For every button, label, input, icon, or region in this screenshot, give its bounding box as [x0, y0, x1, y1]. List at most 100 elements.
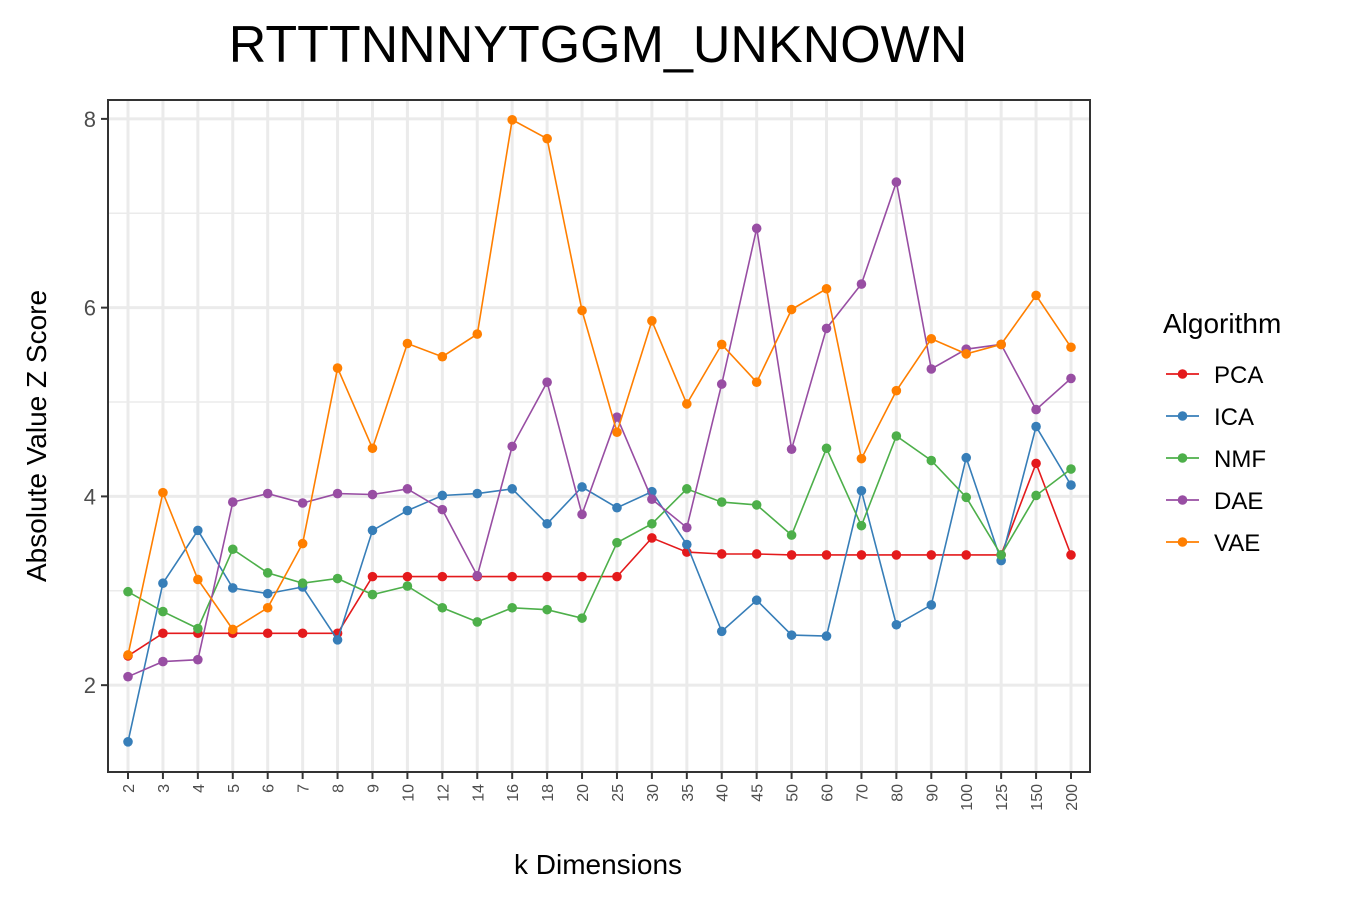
data-point-dae	[1066, 373, 1076, 384]
data-point-nmf	[751, 500, 762, 510]
data-point-nmf	[961, 492, 972, 503]
data-point-dae	[891, 177, 902, 187]
data-point-ica	[926, 600, 937, 610]
data-point-nmf	[1066, 464, 1076, 474]
data-point-pca	[402, 571, 413, 582]
data-point-vae	[123, 650, 133, 660]
data-point-ica	[751, 595, 762, 606]
data-point-dae	[786, 444, 797, 455]
data-point-vae	[996, 339, 1006, 350]
data-point-nmf	[297, 578, 308, 589]
data-point-ica	[158, 578, 168, 589]
data-point-dae	[612, 412, 622, 422]
data-point-dae	[716, 379, 727, 389]
legend-label: PCA	[1214, 362, 1263, 389]
data-point-vae	[716, 339, 727, 350]
data-point-vae	[577, 305, 587, 316]
data-point-pca	[786, 550, 797, 560]
data-point-nmf	[402, 581, 413, 591]
data-point-ica	[821, 631, 832, 641]
y-tick-label: 2	[84, 673, 96, 698]
series-pca	[123, 458, 1076, 661]
data-point-vae	[682, 399, 692, 409]
data-point-pca	[262, 628, 273, 639]
data-point-ica	[716, 626, 727, 637]
x-tick-label: 14	[470, 784, 487, 802]
data-point-dae	[472, 570, 483, 581]
data-point-dae	[821, 323, 832, 334]
data-point-nmf	[786, 530, 797, 540]
data-point-vae	[297, 538, 308, 549]
x-tick-label: 8	[331, 784, 348, 793]
data-point-nmf	[926, 455, 937, 466]
data-point-nmf	[856, 520, 867, 531]
series-line-pca	[127, 461, 1072, 657]
data-point-dae	[158, 656, 168, 667]
data-point-pca	[926, 550, 937, 560]
data-point-pca	[367, 571, 378, 582]
data-point-pca	[856, 550, 867, 560]
data-point-vae	[402, 338, 413, 349]
data-point-vae	[786, 304, 797, 315]
data-point-nmf	[262, 568, 273, 578]
data-point-nmf	[367, 589, 378, 600]
data-point-dae	[926, 364, 937, 374]
data-point-ica	[262, 588, 273, 599]
x-tick-label: 150	[1029, 784, 1046, 811]
data-point-pca	[751, 549, 762, 559]
legend-item-ica: ICA	[1166, 404, 1254, 431]
data-point-ica	[227, 583, 238, 593]
x-tick-label: 16	[505, 784, 522, 802]
legend-label: NMF	[1214, 446, 1266, 473]
data-point-nmf	[123, 586, 133, 597]
legend-key-point	[1177, 537, 1188, 547]
data-point-vae	[367, 443, 378, 454]
data-point-vae	[193, 574, 203, 585]
x-tick-label: 40	[715, 784, 732, 802]
x-tick-label: 18	[540, 784, 557, 802]
legend-item-vae: VAE	[1166, 530, 1260, 557]
data-point-ica	[123, 736, 133, 747]
data-point-ica	[507, 484, 517, 494]
data-point-nmf	[227, 544, 238, 555]
legend-key-point	[1177, 453, 1188, 463]
legend-key-point	[1177, 411, 1188, 421]
x-tick-label: 7	[296, 784, 313, 793]
data-point-ica	[1031, 421, 1041, 432]
data-point-nmf	[437, 602, 448, 613]
legend-item-dae: DAE	[1166, 488, 1263, 515]
data-point-vae	[332, 363, 343, 373]
legend-item-pca: PCA	[1166, 362, 1263, 389]
x-tick-label: 90	[924, 784, 941, 802]
data-point-ica	[332, 635, 343, 645]
data-point-ica	[367, 525, 378, 536]
series-line-nmf	[127, 434, 1072, 630]
data-point-dae	[751, 223, 762, 234]
series-line-vae	[127, 118, 1072, 656]
x-tick-label: 100	[959, 784, 976, 811]
x-axis: 2 3 4 5 6 7 8 9 10 12 14 16 18 20 25 30 35 40 45 50 60 70 80 90…	[121, 772, 1081, 811]
data-point-vae	[542, 133, 552, 144]
data-point-dae	[262, 488, 273, 499]
data-point-ica	[961, 452, 972, 463]
data-point-nmf	[577, 613, 587, 623]
data-point-dae	[542, 377, 552, 388]
data-point-vae	[262, 602, 273, 613]
data-point-nmf	[542, 604, 552, 615]
data-point-pca	[612, 571, 622, 582]
data-point-nmf	[891, 431, 902, 441]
data-point-pca	[158, 628, 168, 639]
legend-label: DAE	[1214, 488, 1263, 515]
x-tick-label: 70	[854, 784, 871, 802]
data-point-pca	[821, 550, 832, 560]
data-point-ica	[402, 505, 413, 516]
x-tick-label: 2	[121, 784, 138, 793]
data-point-dae	[507, 441, 517, 452]
x-tick-label: 25	[610, 784, 627, 802]
data-point-ica	[612, 502, 622, 513]
data-point-pca	[507, 571, 517, 582]
legend: Algorithm PCA ICA NMF DAE VAE	[1163, 308, 1281, 557]
data-point-vae	[612, 427, 622, 438]
data-point-ica	[472, 488, 483, 499]
data-point-vae	[1031, 290, 1041, 301]
